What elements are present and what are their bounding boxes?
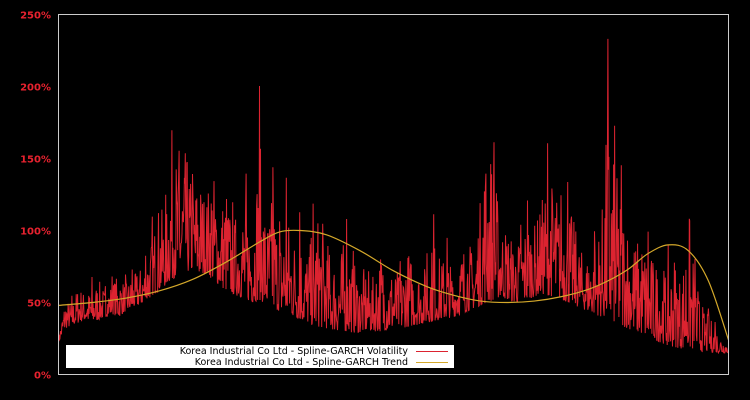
trend-series xyxy=(58,229,730,341)
y-tick-label: 100% xyxy=(20,227,51,238)
legend-swatch-trend xyxy=(416,362,448,363)
legend-label: Korea Industrial Co Ltd - Spline-GARCH T… xyxy=(194,357,408,368)
legend: Korea Industrial Co Ltd - Spline-GARCH V… xyxy=(66,345,454,368)
legend-item-trend: Korea Industrial Co Ltd - Spline-GARCH T… xyxy=(195,357,448,368)
legend-item-volatility: Korea Industrial Co Ltd - Spline-GARCH V… xyxy=(180,346,448,357)
y-tick-label: 50% xyxy=(27,299,51,310)
plot-area xyxy=(58,38,730,355)
y-tick-label: 0% xyxy=(34,371,51,382)
plot-frame xyxy=(58,14,729,375)
volatility-series xyxy=(58,38,729,355)
y-tick-label: 150% xyxy=(20,155,51,166)
legend-label: Korea Industrial Co Ltd - Spline-GARCH V… xyxy=(179,346,408,357)
y-tick-label: 250% xyxy=(20,11,51,22)
y-tick-label: 200% xyxy=(20,83,51,94)
y-axis-ticks: 0% 50% 100% 150% 200% 250% xyxy=(20,11,51,382)
legend-swatch-volatility xyxy=(416,351,448,352)
